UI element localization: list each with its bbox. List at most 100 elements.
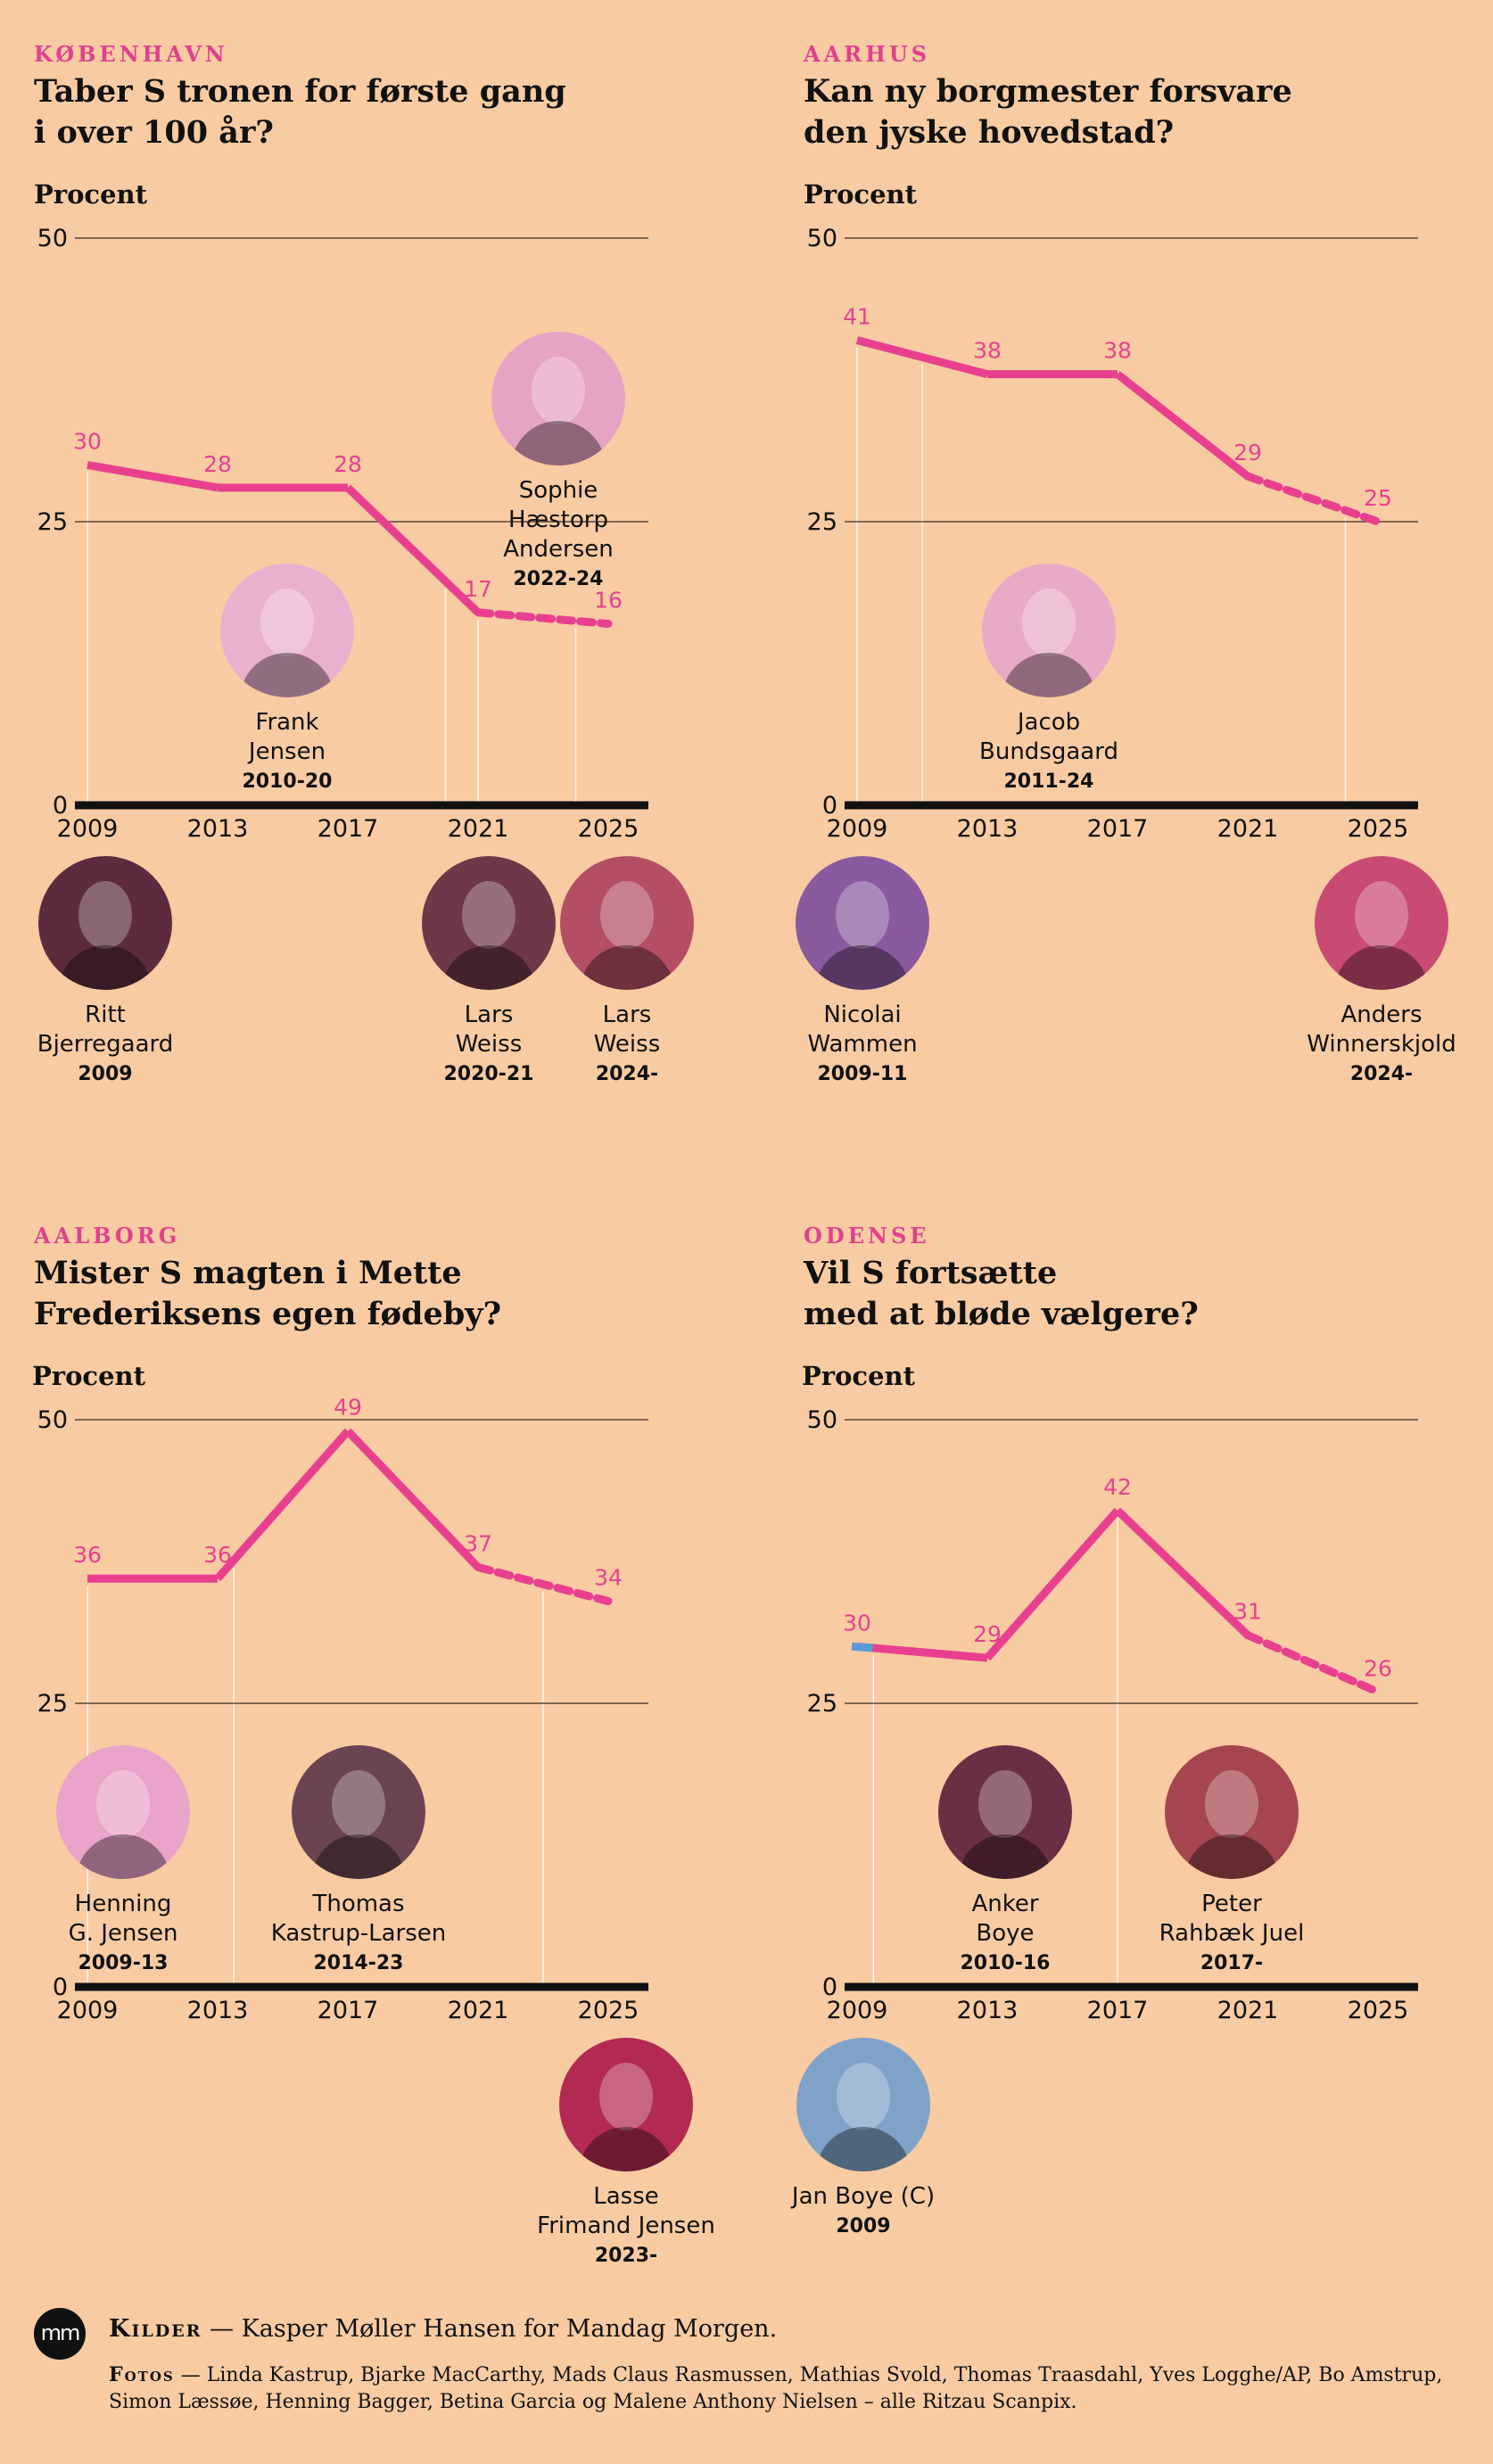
- x-tick-label: 2009: [827, 815, 888, 843]
- mayor-term: 2022-24: [513, 568, 604, 590]
- mayor-card: Lars Weiss 2024-: [529, 856, 725, 1088]
- data-value-label: 36: [203, 1542, 232, 1568]
- panel-headline: Kan ny borgmester forsvare den jyske hov…: [804, 73, 1292, 151]
- mayor-name: Jacob Bundsgaard: [979, 709, 1118, 765]
- mayor-portrait: [56, 1745, 190, 1879]
- mayor-term: 2010-20: [242, 771, 333, 793]
- y-axis-unit-label: Procent: [804, 179, 918, 210]
- data-value-label: 34: [594, 1565, 623, 1591]
- mayor-portrait: [422, 856, 556, 990]
- x-tick-label: 2025: [1348, 1997, 1409, 2024]
- line-segment: [1114, 1507, 1251, 1638]
- panel-city: AALBORG: [34, 1223, 181, 1248]
- mayor-term: 2017-: [1200, 1952, 1264, 1974]
- mayor-portrait: [1165, 1745, 1299, 1879]
- panel-aalborg: AALBORG Mister S magten i Mette Frederik…: [0, 1182, 746, 2359]
- mayor-term: 2014-23: [313, 1952, 404, 1974]
- x-tick-label: 2009: [57, 1997, 119, 2024]
- y-tick-label: 25: [807, 1690, 837, 1718]
- line-segment: [344, 1428, 482, 1570]
- y-tick-label: 0: [822, 1974, 837, 2001]
- data-value-label: 17: [464, 576, 492, 602]
- mayor-portrait: [796, 2038, 930, 2171]
- mayor-term: 2009-13: [78, 1952, 169, 1974]
- y-tick-label: 50: [807, 1406, 837, 1434]
- line-segment: [87, 460, 219, 492]
- data-value-label: 36: [73, 1542, 102, 1568]
- y-axis-unit-label: Procent: [32, 1361, 146, 1391]
- x-tick-label: 2021: [448, 815, 509, 843]
- mayor-name: Lars Weiss: [455, 1001, 523, 1058]
- y-tick-label: 25: [37, 508, 68, 536]
- x-tick-label: 2009: [827, 1997, 888, 2024]
- x-tick-label: 2021: [448, 1997, 509, 2024]
- data-value-label: 38: [973, 338, 1002, 364]
- other-party-segment: [851, 1642, 873, 1652]
- mayor-portrait: [796, 856, 929, 990]
- mayor-card: Henning G. Jensen 2009-13: [25, 1745, 221, 1977]
- drop-lines: [856, 347, 1347, 805]
- mayor-term: 2024-: [1349, 1063, 1414, 1085]
- panel-headline: Taber S tronen for første gang i over 10…: [34, 73, 566, 151]
- mayor-portrait: [560, 856, 694, 990]
- mandag-morgen-logo: mm: [34, 2308, 86, 2360]
- line-chart: Procent 0 25 50 2009 2013 2017 2021 2025 41 38 38 2…: [804, 179, 1418, 843]
- mayor-name: Ritt Bjerregaard: [37, 1001, 174, 1058]
- panel-koebenhavn: KØBENHAVN Taber S tronen for første gang…: [0, 0, 746, 1177]
- mayor-card: Anker Boye 2010-16: [907, 1745, 1103, 1977]
- data-value-label: 42: [1103, 1474, 1132, 1500]
- data-value-label: 29: [1233, 440, 1262, 466]
- mayor-portrait: [938, 1745, 1072, 1879]
- mayor-term: 2009-11: [817, 1063, 908, 1085]
- mayor-card: Lars Weiss 2020-21: [391, 856, 587, 1088]
- projected-segment: [1243, 1631, 1382, 1696]
- mayor-card: Peter Rahbæk Juel 2017-: [1134, 1745, 1330, 1977]
- data-value-label: 16: [594, 587, 623, 613]
- y-tick-label: 0: [53, 792, 68, 820]
- line-segment: [344, 484, 482, 616]
- drop-lines: [872, 1517, 1118, 1987]
- mayor-name: Henning G. Jensen: [68, 1891, 178, 1947]
- data-value-label: 37: [464, 1530, 492, 1556]
- mayor-card: Lasse Frimand Jensen 2023-: [528, 2038, 724, 2270]
- sources-label: Kilder: [109, 2315, 202, 2343]
- mayor-term: 2009: [836, 2215, 891, 2237]
- sources-text: — Kasper Møller Hansen for Mandag Morgen…: [202, 2315, 778, 2343]
- x-tick-label: 2009: [57, 815, 119, 843]
- x-tick-label: 2013: [187, 1997, 249, 2024]
- data-value-label: 28: [334, 451, 362, 477]
- mayor-name: Nicolai Wammen: [807, 1001, 918, 1058]
- data-value-label: 41: [843, 303, 871, 329]
- line-segment: [1115, 371, 1250, 480]
- y-tick-label: 0: [53, 1974, 68, 2001]
- mayor-term: 2024-: [595, 1063, 659, 1085]
- data-value-label: 29: [973, 1621, 1002, 1647]
- x-tick-label: 2025: [578, 815, 639, 843]
- mayor-portrait: [982, 564, 1116, 697]
- mayor-portrait: [1315, 856, 1448, 990]
- mayor-name: Frank Jensen: [248, 709, 326, 765]
- x-tick-label: 2025: [1348, 815, 1409, 843]
- mayor-term: 2011-24: [1003, 771, 1094, 793]
- mayor-name: Thomas Kastrup-Larsen: [270, 1891, 447, 1947]
- x-tick-label: 2017: [1087, 815, 1149, 843]
- panel-city: AARHUS: [804, 41, 931, 67]
- x-tick-label: 2021: [1217, 1997, 1279, 2024]
- mayor-card: Jan Boye (C) 2009: [765, 2038, 961, 2240]
- x-tick-label: 2013: [187, 815, 249, 843]
- x-tick-label: 2017: [318, 815, 379, 843]
- line-segment: [984, 1507, 1121, 1661]
- y-tick-label: 50: [807, 225, 837, 252]
- mayor-card: Nicolai Wammen 2009-11: [764, 856, 961, 1088]
- sources-line: Kilder — Kasper Møller Hansen for Mandag…: [109, 2315, 777, 2343]
- data-value-label: 49: [334, 1395, 362, 1421]
- data-value-label: 30: [73, 428, 102, 454]
- mayor-name: Jan Boye (C): [791, 2183, 936, 2210]
- mayor-portrait: [292, 1745, 425, 1879]
- line-segment: [214, 1428, 351, 1582]
- mayor-card: Thomas Kastrup-Larsen 2014-23: [260, 1745, 457, 1977]
- line-chart: Procent 0 25 50 2009 2013 2017 2021 2025 30 28 28 1…: [34, 179, 648, 843]
- y-tick-label: 50: [37, 225, 68, 252]
- projected-segment: [1243, 472, 1382, 526]
